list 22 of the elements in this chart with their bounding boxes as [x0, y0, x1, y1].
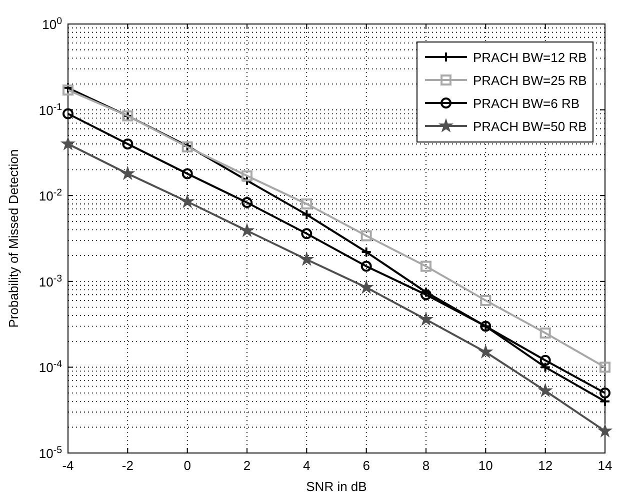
y-tick-label: 10$^{0}$	[42, 16, 63, 32]
legend-label: PRACH BW=50 RB	[473, 119, 587, 134]
x-tick-label: 10	[478, 458, 493, 473]
y-tick-label: 10$^{-4}$	[38, 358, 63, 376]
legend-label: PRACH BW=6 RB	[473, 96, 580, 111]
x-tick-label: 12	[538, 458, 553, 473]
x-tick-label: 8	[422, 458, 430, 473]
x-tick-label: 14	[598, 458, 612, 473]
x-tick-label: -2	[122, 458, 134, 473]
x-tick-label: 4	[303, 458, 310, 473]
x-tick-label: 6	[362, 458, 370, 473]
x-tick-label: 2	[243, 458, 251, 473]
y-axis-title: Probability of Missed Detection	[6, 149, 21, 328]
x-tick-label: 0	[184, 458, 191, 473]
x-axis-title: SNR in dB	[306, 479, 367, 494]
legend-label: PRACH BW=25 RB	[473, 73, 587, 88]
y-tick-label: 10$^{-1}$	[38, 101, 62, 118]
legend-label: PRACH BW=12 RB	[473, 50, 587, 65]
x-tick-label: -4	[62, 458, 74, 473]
y-tick-label: 10$^{-3}$	[38, 272, 62, 290]
y-tick-label: 10$^{-5}$	[38, 444, 63, 461]
y-tick-label: 10$^{-2}$	[38, 187, 62, 204]
